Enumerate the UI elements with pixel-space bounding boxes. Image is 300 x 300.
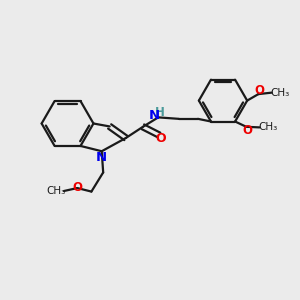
Text: CH₃: CH₃: [270, 88, 290, 98]
Text: O: O: [72, 181, 82, 194]
Text: CH₃: CH₃: [46, 186, 65, 196]
Text: N: N: [149, 110, 160, 122]
Text: O: O: [242, 124, 252, 137]
Text: N: N: [95, 151, 106, 164]
Text: CH₃: CH₃: [258, 122, 278, 132]
Text: O: O: [156, 132, 166, 145]
Text: O: O: [254, 84, 264, 97]
Text: H: H: [155, 106, 165, 118]
